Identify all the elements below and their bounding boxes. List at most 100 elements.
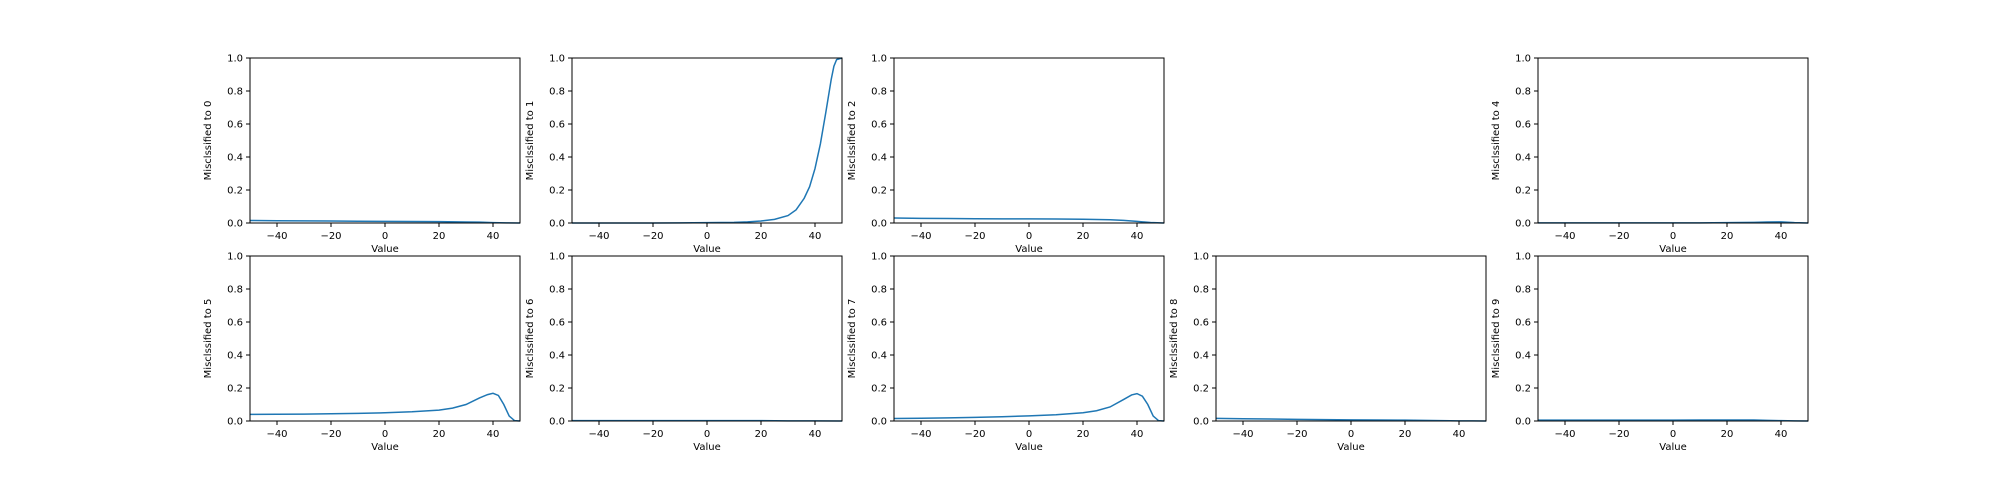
x-tick-label: 20	[1077, 429, 1090, 440]
y-tick-label: 1.0	[1515, 252, 1531, 263]
x-tick-label: 40	[487, 231, 500, 242]
x-tick-label: −40	[266, 429, 287, 440]
y-tick-label: 0.8	[227, 285, 243, 296]
x-tick-label: −40	[1554, 231, 1575, 242]
x-tick-label: 0	[382, 429, 388, 440]
x-axis-label: Value	[1337, 442, 1364, 453]
x-tick-label: −20	[964, 429, 985, 440]
x-tick-label: −40	[910, 429, 931, 440]
y-tick-label: 0.6	[227, 318, 243, 329]
axes-frame	[571, 57, 843, 224]
subplot-7: 0.0 0.2 0.4 0.6 0.8 1.0 −40 −20 0 20 40 Value Miscls…	[847, 252, 1165, 453]
y-tick-label: 1.0	[1515, 54, 1531, 65]
x-tick-label: −20	[320, 231, 341, 242]
x-tick-label: 20	[755, 429, 768, 440]
x-tick-label: 40	[1775, 429, 1788, 440]
y-tick-label: 0.6	[871, 318, 887, 329]
x-tick-label: 0	[1026, 231, 1032, 242]
y-tick-label: 0.4	[1193, 351, 1209, 362]
y-tick-label: 0.6	[1193, 318, 1209, 329]
x-tick-label: −40	[588, 231, 609, 242]
x-tick-label: 0	[382, 231, 388, 242]
y-tick-label: 0.2	[871, 384, 887, 395]
x-tick-label: 20	[1721, 231, 1734, 242]
x-tick-label: 0	[704, 429, 710, 440]
y-tick-label: 0.8	[1515, 285, 1531, 296]
y-tick-label: 0.2	[1515, 384, 1531, 395]
x-axis-label: Value	[371, 442, 398, 453]
subplot-2: 0.0 0.2 0.4 0.6 0.8 1.0 −40 −20 0 20 40 Value Miscls…	[847, 54, 1165, 255]
x-tick-label: −40	[1232, 429, 1253, 440]
x-tick-label: 20	[1077, 231, 1090, 242]
subplot-1: 0.0 0.2 0.4 0.6 0.8 1.0 −40 −20 0 20 40 Value Miscls…	[525, 54, 843, 255]
y-tick-label: 0.0	[549, 417, 565, 428]
y-tick-label: 0.0	[1515, 219, 1531, 230]
x-tick-label: −40	[266, 231, 287, 242]
y-axis-label: Misclssified to 8	[1169, 299, 1180, 379]
y-tick-label: 1.0	[871, 54, 887, 65]
y-axis-label: Misclssified to 1	[525, 101, 536, 181]
x-tick-label: −20	[642, 429, 663, 440]
y-tick-label: 0.4	[1515, 153, 1531, 164]
x-tick-label: −20	[1608, 429, 1629, 440]
x-tick-label: −20	[964, 231, 985, 242]
x-axis-label: Value	[1015, 442, 1042, 453]
y-tick-label: 0.8	[549, 285, 565, 296]
x-axis-label: Value	[693, 244, 720, 255]
y-tick-label: 0.6	[227, 120, 243, 131]
x-tick-label: 40	[809, 231, 822, 242]
y-tick-label: 1.0	[1193, 252, 1209, 263]
y-axis-label: Misclssified to 5	[203, 299, 214, 379]
y-axis-label: Misclssified to 6	[525, 299, 536, 379]
x-tick-label: 40	[1131, 429, 1144, 440]
y-tick-label: 0.0	[871, 417, 887, 428]
x-tick-label: −40	[588, 429, 609, 440]
y-axis-label: Misclssified to 7	[847, 299, 858, 379]
y-tick-label: 0.2	[549, 384, 565, 395]
y-tick-label: 1.0	[871, 252, 887, 263]
x-tick-label: 0	[1348, 429, 1354, 440]
x-tick-label: 40	[809, 429, 822, 440]
y-tick-label: 0.2	[227, 384, 243, 395]
y-axis-label: Misclssified to 4	[1491, 101, 1502, 181]
x-tick-label: 0	[1670, 429, 1676, 440]
y-tick-label: 0.8	[1515, 87, 1531, 98]
y-axis-label: Misclssified to 0	[203, 101, 214, 181]
y-tick-label: 0.4	[871, 351, 887, 362]
x-tick-label: −20	[1608, 231, 1629, 242]
y-tick-label: 1.0	[227, 54, 243, 65]
subplot-5: 0.0 0.2 0.4 0.6 0.8 1.0 −40 −20 0 20 40 Value Miscls…	[203, 252, 521, 453]
y-tick-label: 0.2	[871, 186, 887, 197]
y-tick-label: 0.4	[871, 153, 887, 164]
axes-frame	[1537, 57, 1809, 224]
y-tick-label: 0.4	[227, 153, 243, 164]
y-tick-label: 0.6	[871, 120, 887, 131]
y-tick-label: 0.8	[871, 285, 887, 296]
subplot-0: 0.0 0.2 0.4 0.6 0.8 1.0 −40 −20 0 20 40 Value Miscls…	[203, 54, 521, 255]
x-axis-label: Value	[1659, 244, 1686, 255]
x-axis-label: Value	[1659, 442, 1686, 453]
y-tick-label: 0.4	[227, 351, 243, 362]
y-tick-label: 0.6	[1515, 120, 1531, 131]
x-tick-label: 20	[755, 231, 768, 242]
x-tick-label: 20	[433, 429, 446, 440]
subplot-8: 0.0 0.2 0.4 0.6 0.8 1.0 −40 −20 0 20 40 Value Miscls…	[1169, 252, 1487, 453]
series-line	[249, 392, 521, 422]
x-tick-label: 0	[1670, 231, 1676, 242]
y-tick-label: 1.0	[549, 54, 565, 65]
y-tick-label: 1.0	[227, 252, 243, 263]
series-line	[572, 57, 843, 224]
y-tick-label: 1.0	[549, 252, 565, 263]
y-tick-label: 0.8	[871, 87, 887, 98]
y-tick-label: 0.0	[227, 219, 243, 230]
y-tick-label: 0.0	[1515, 417, 1531, 428]
y-tick-label: 0.0	[549, 219, 565, 230]
x-tick-label: −20	[642, 231, 663, 242]
x-tick-label: −40	[1554, 429, 1575, 440]
x-tick-label: 20	[433, 231, 446, 242]
x-tick-label: −20	[320, 429, 341, 440]
subplot-4: 0.0 0.2 0.4 0.6 0.8 1.0 −40 −20 0 20 40 Value Miscls…	[1491, 54, 1809, 255]
y-tick-label: 0.2	[227, 186, 243, 197]
axes-frame	[893, 255, 1165, 422]
y-tick-label: 0.2	[549, 186, 565, 197]
